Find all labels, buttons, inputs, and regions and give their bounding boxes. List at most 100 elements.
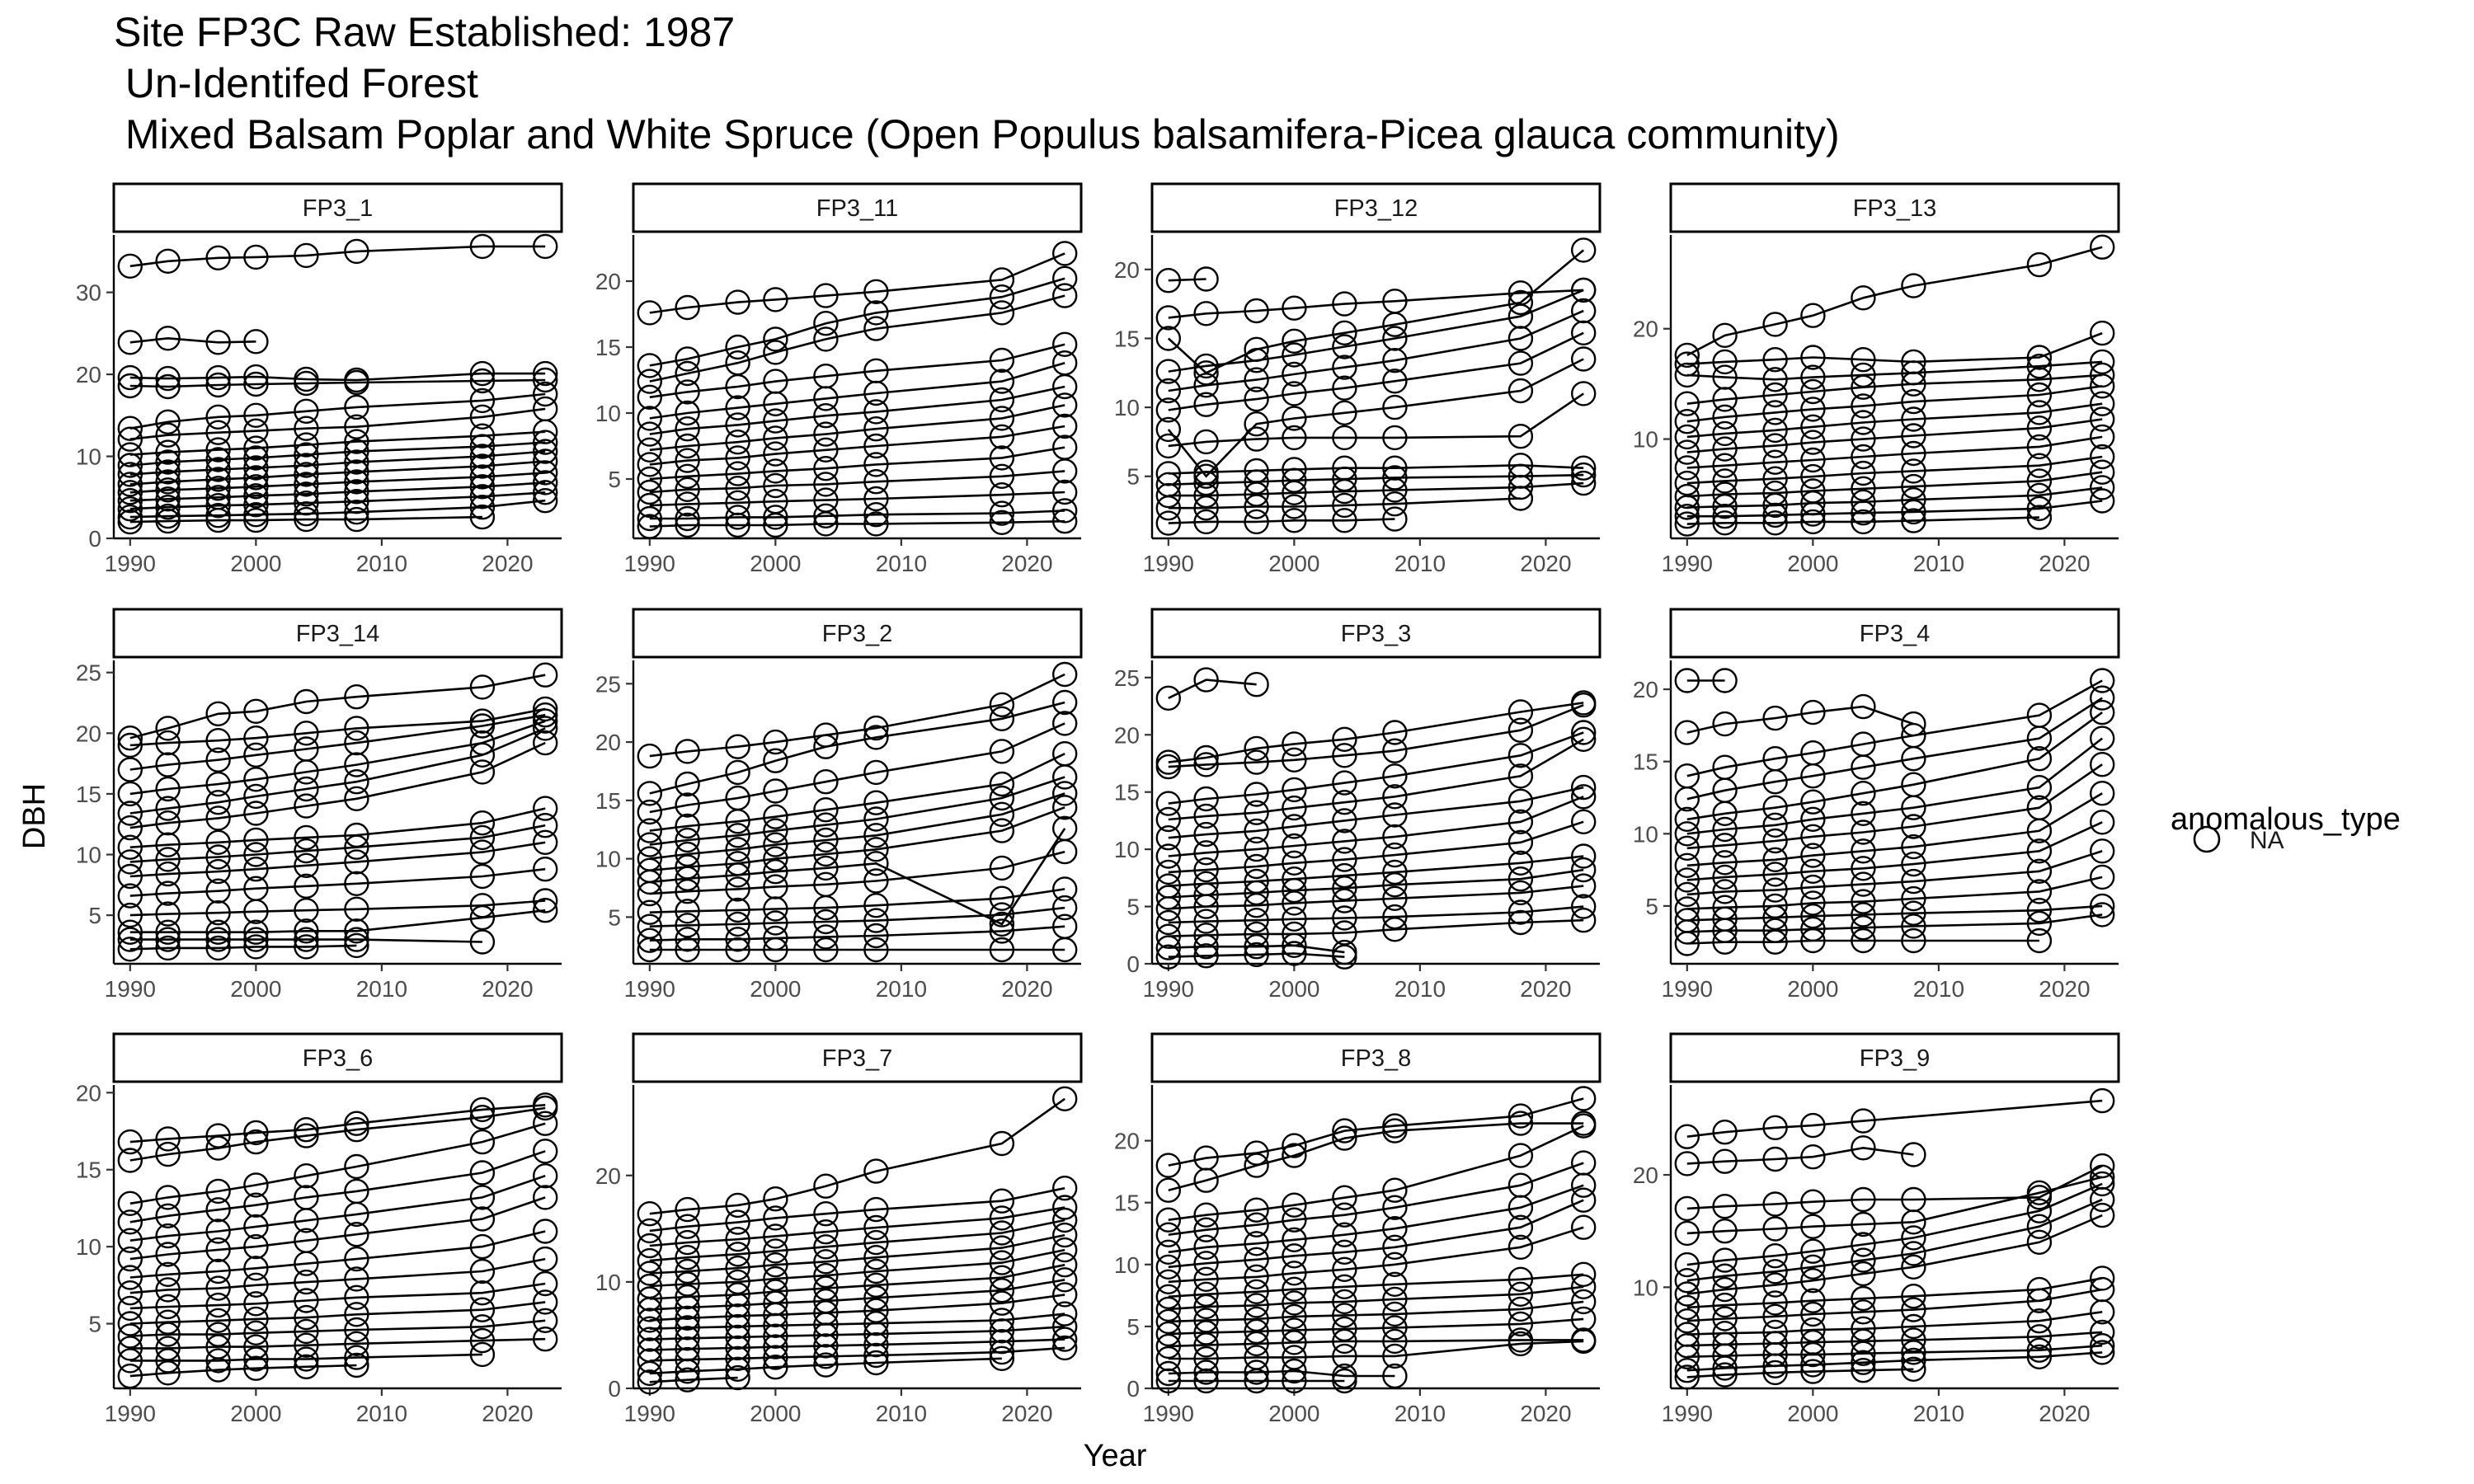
data-point <box>675 827 700 853</box>
data-point <box>533 360 558 387</box>
data-point <box>1382 1271 1408 1298</box>
strip-box <box>632 182 1083 233</box>
data-point <box>1332 400 1357 425</box>
data-point <box>813 326 839 352</box>
data-point <box>1507 350 1534 376</box>
data-point <box>1193 1234 1219 1261</box>
data-point <box>763 846 788 871</box>
tree-line-3 <box>1686 1176 2103 1235</box>
data-point <box>863 892 889 918</box>
tree-line-1 <box>129 707 546 747</box>
data-point <box>1901 834 1926 860</box>
data-point <box>533 439 558 464</box>
y-tick-label: 10 <box>595 401 621 426</box>
data-point <box>1332 508 1357 533</box>
tree-line-14 <box>129 515 482 524</box>
data-point <box>675 346 700 372</box>
data-point <box>469 233 496 260</box>
data-point <box>1851 781 1876 806</box>
data-point <box>763 1345 788 1370</box>
tree-line-4 <box>1168 309 1584 392</box>
data-point <box>1155 378 1182 404</box>
data-point <box>1507 1111 1534 1136</box>
data-point <box>1382 1363 1408 1389</box>
data-point <box>1570 894 1597 919</box>
tree-line-12 <box>1686 516 2039 525</box>
data-point <box>205 245 231 270</box>
data-point <box>1851 914 1876 941</box>
data-point <box>637 437 662 463</box>
data-point <box>1712 1119 1738 1145</box>
data-point <box>1193 266 1219 292</box>
data-point <box>813 734 839 759</box>
data-point <box>637 1247 662 1274</box>
data-point <box>1193 301 1219 326</box>
data-point <box>2089 349 2115 375</box>
data-point <box>1193 1251 1219 1276</box>
data-point <box>1332 888 1357 913</box>
data-point <box>1762 795 1788 820</box>
data-point <box>1851 693 1876 720</box>
data-point <box>117 496 143 522</box>
data-point <box>989 463 1015 489</box>
data-point <box>1155 1368 1182 1394</box>
data-point <box>863 1244 889 1270</box>
data-point <box>863 759 889 786</box>
data-point <box>2026 495 2053 522</box>
data-point <box>294 481 319 507</box>
data-point <box>1507 289 1534 316</box>
data-point <box>294 1162 319 1189</box>
data-point <box>989 771 1015 797</box>
data-point <box>205 899 231 926</box>
data-point <box>1382 917 1408 942</box>
data-point <box>2026 726 2053 751</box>
data-point <box>469 1297 496 1322</box>
data-point <box>344 479 369 505</box>
data-point <box>1712 929 1738 955</box>
data-point <box>469 474 496 500</box>
data-point <box>1193 1332 1219 1358</box>
data-point <box>1800 1238 1826 1264</box>
tree-line-7 <box>649 1279 1065 1311</box>
data-point <box>533 367 558 393</box>
data-point <box>243 856 269 882</box>
x-tick-label: 2020 <box>482 1401 533 1426</box>
data-point <box>1570 907 1597 933</box>
tree-line-1 <box>649 701 1065 795</box>
data-point <box>1674 821 1700 847</box>
data-point <box>2089 406 2115 432</box>
tree-line-6 <box>649 1263 1065 1300</box>
data-point <box>533 856 558 882</box>
data-point <box>155 881 181 906</box>
data-point <box>725 911 750 937</box>
data-point <box>1712 349 1738 375</box>
data-point <box>117 849 143 875</box>
data-point <box>1332 1289 1357 1315</box>
data-point <box>117 863 143 890</box>
data-point <box>294 432 319 458</box>
data-point <box>117 488 143 514</box>
data-point <box>2089 781 2115 806</box>
data-point <box>863 1158 889 1184</box>
data-point <box>243 827 269 853</box>
data-point <box>1762 1290 1788 1316</box>
data-point <box>763 391 788 416</box>
data-point <box>1507 1234 1534 1261</box>
data-point <box>1051 413 1078 439</box>
data-point <box>2026 928 2053 954</box>
data-point <box>1332 808 1357 834</box>
data-point <box>1901 458 1926 484</box>
data-point <box>1507 1103 1534 1129</box>
tree-line-0 <box>129 1104 546 1144</box>
data-point <box>243 934 269 960</box>
data-point <box>1155 685 1182 711</box>
data-point <box>533 662 558 688</box>
data-point <box>637 1360 662 1387</box>
tree-line-8 <box>129 1282 546 1310</box>
x-tick-label: 2010 <box>876 976 927 1002</box>
data-point <box>1762 433 1788 458</box>
strip-box <box>632 608 1083 659</box>
data-point <box>533 1139 558 1164</box>
data-point <box>1155 806 1182 833</box>
data-point <box>863 1229 889 1256</box>
